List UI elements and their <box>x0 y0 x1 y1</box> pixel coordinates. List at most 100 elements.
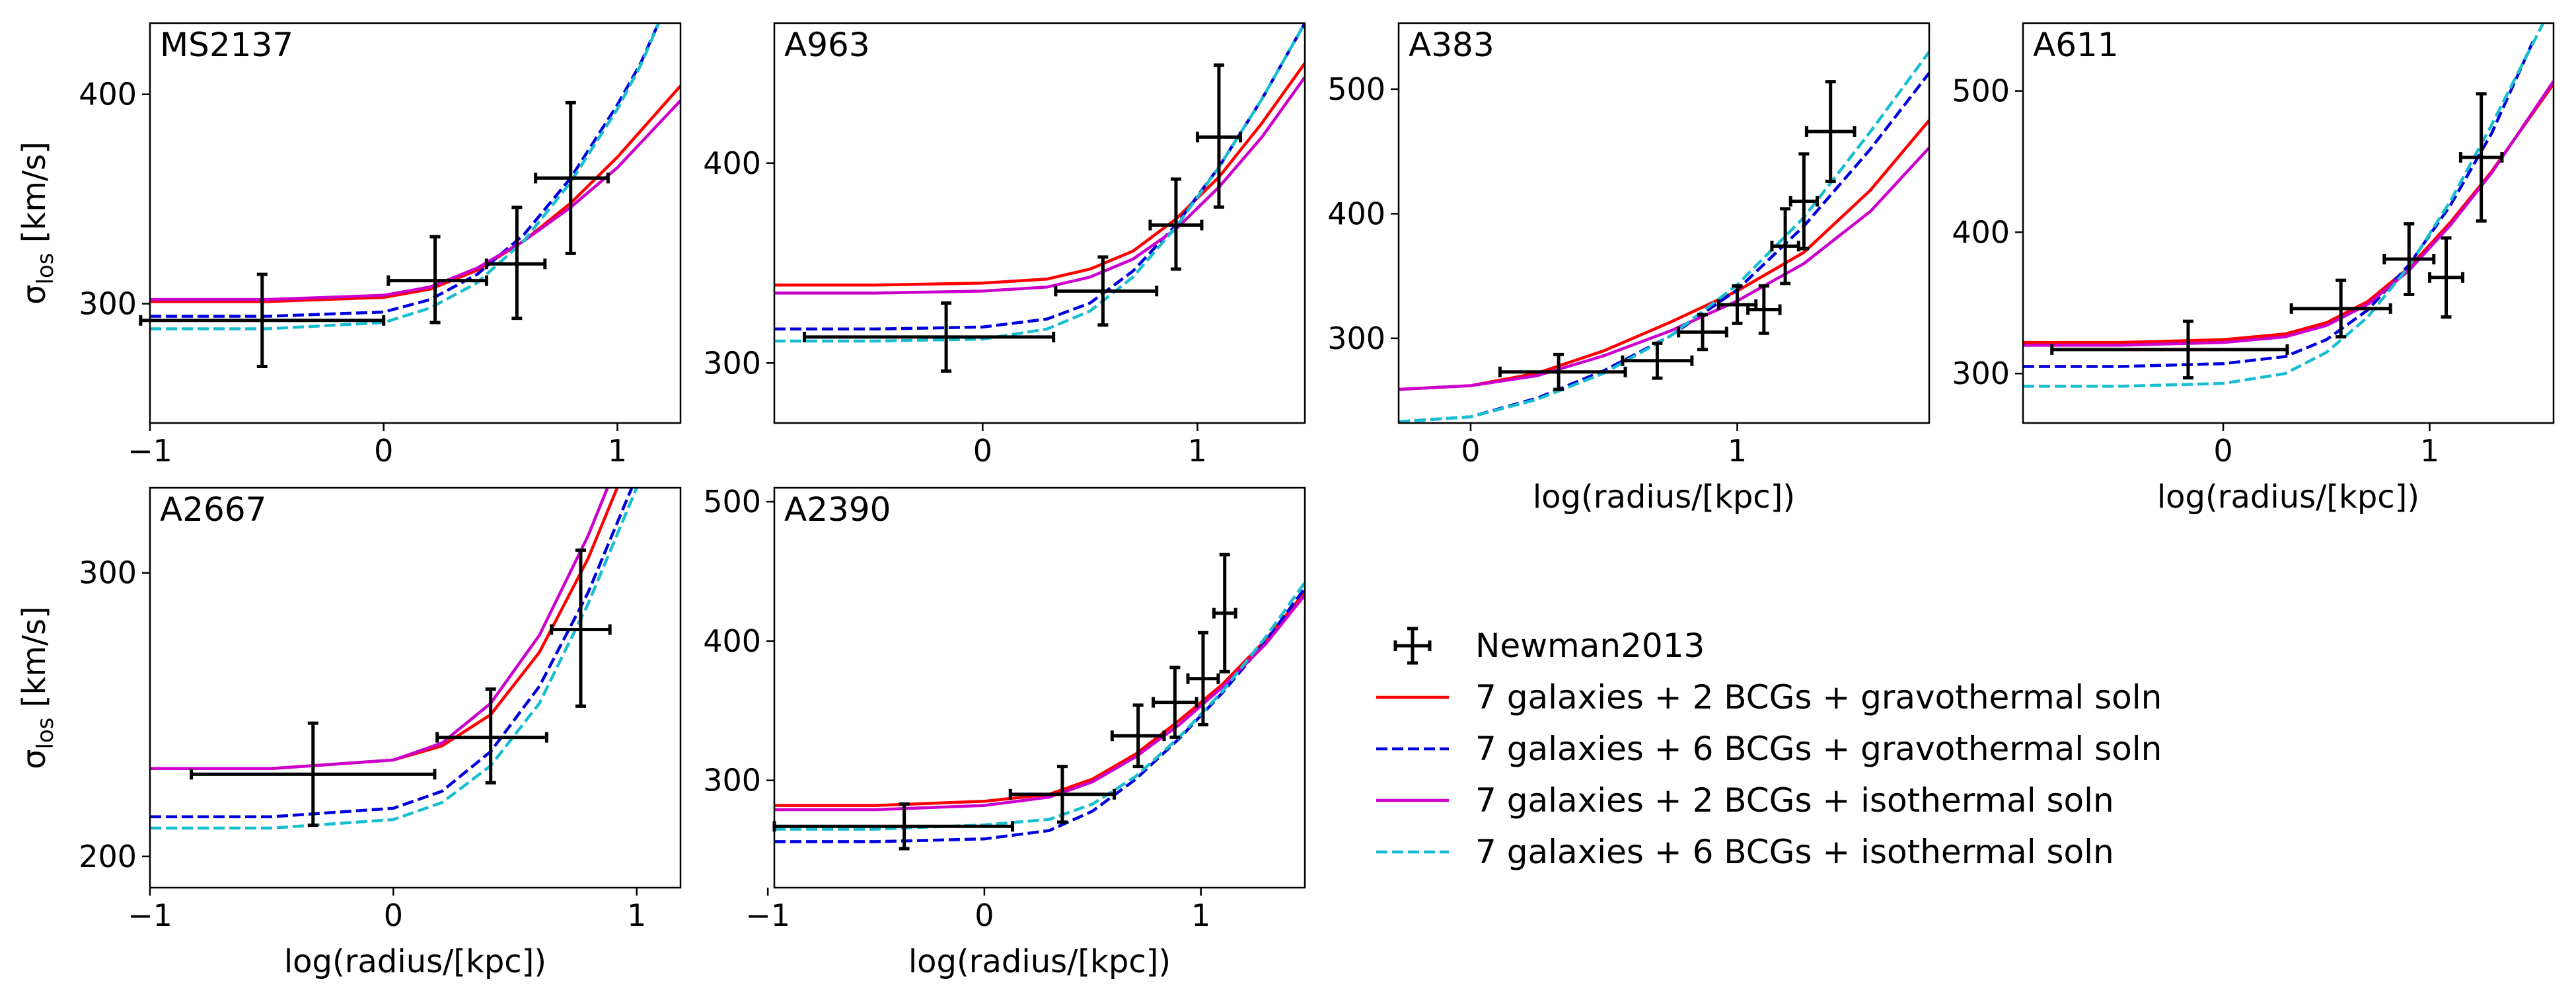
axes-frame <box>149 22 682 424</box>
legend-item-gt2: 7 galaxies + 2 BCGs + gravothermal soln <box>1376 678 2162 716</box>
data-point <box>1716 284 1758 325</box>
model-curves <box>2023 23 2554 388</box>
legend-label: Newman2013 <box>1475 627 1705 665</box>
y-label-sigma: σ <box>16 285 53 305</box>
y-tick-label: 400 <box>1952 214 2010 250</box>
x-tick-label: 0 <box>975 898 994 933</box>
data-point <box>2458 92 2504 223</box>
y-tick-label: 300 <box>1327 321 1385 356</box>
data-point <box>803 301 1056 373</box>
series-iso2 <box>150 488 609 771</box>
series-iso6 <box>150 488 638 830</box>
legend-item-iso2: 7 galaxies + 2 BCGs + isothermal soln <box>1376 781 2114 820</box>
y-tick-label: 500 <box>703 484 761 520</box>
series-iso2 <box>2023 80 2554 347</box>
data-point <box>1212 553 1237 674</box>
newman2013-points <box>803 63 1242 373</box>
y-tick-label: 300 <box>703 345 761 381</box>
y-tick-label: 400 <box>703 623 761 659</box>
series-gt2 <box>150 488 619 771</box>
panel-a383: 0 1 300 400 500 A383 log(radius/[kpc]) <box>1327 22 1931 516</box>
data-point <box>1804 80 1857 183</box>
x-tick-label: 1 <box>2420 433 2439 469</box>
panel-title: A2390 <box>784 490 891 529</box>
x-tick-label: 0 <box>374 433 393 469</box>
legend: Newman2013 7 galaxies + 2 BCGs + gravothe… <box>1376 627 2162 871</box>
data-point <box>2289 278 2392 339</box>
data-point <box>1152 666 1198 739</box>
y-tick-label: 500 <box>1952 73 2010 109</box>
legend-item-iso6: 7 galaxies + 6 BCGs + isothermal soln <box>1376 833 2114 871</box>
model-curves <box>150 488 638 830</box>
data-point <box>1746 284 1782 335</box>
newman2013-points <box>772 553 1237 851</box>
x-tick-label: −1 <box>128 898 172 933</box>
data-point <box>1110 703 1166 769</box>
panel-a963: 0 1 300 400 A963 <box>703 22 1306 469</box>
panel-a2667: −1 0 1 200 300 A2667 log(radius/[kpc]) σlos [km… <box>16 486 682 980</box>
data-point <box>2428 236 2465 319</box>
series-iso6 <box>2023 23 2545 388</box>
newman2013-points <box>2050 92 2504 380</box>
model-curves <box>1399 50 1929 423</box>
series-gt2 <box>150 85 681 303</box>
series-iso2 <box>774 76 1305 295</box>
x-axis-label: log(radius/[kpc]) <box>2157 479 2419 516</box>
series-gt6 <box>1399 72 1929 423</box>
data-point <box>1186 631 1220 726</box>
x-tick-label: 0 <box>384 898 403 933</box>
data-point <box>1788 152 1820 251</box>
panel-title: A383 <box>1409 26 1494 64</box>
data-point <box>1621 341 1694 380</box>
x-tick-label: 1 <box>627 898 646 933</box>
data-point <box>1498 352 1627 391</box>
y-tick-label: 300 <box>703 763 761 798</box>
axes-frame <box>149 486 682 889</box>
series-gt6 <box>774 23 1305 331</box>
y-tick-label: 400 <box>703 145 761 181</box>
x-tick-label: 0 <box>1461 433 1480 469</box>
y-axis-label: σlos [km/s] <box>16 141 59 305</box>
newman2013-points <box>1498 80 1857 391</box>
y-axis-label: σlos [km/s] <box>16 606 59 769</box>
series-gt2 <box>2023 83 2554 344</box>
series-gt6 <box>2023 40 2534 368</box>
data-point <box>2050 319 2289 380</box>
series-iso6 <box>774 581 1305 831</box>
data-point <box>2382 222 2436 296</box>
legend-label: 7 galaxies + 6 BCGs + gravothermal soln <box>1475 730 2162 768</box>
data-point <box>550 548 612 708</box>
y-tick-label: 300 <box>79 286 137 321</box>
legend-label: 7 galaxies + 6 BCGs + isothermal soln <box>1475 833 2114 871</box>
panel-title: MS2137 <box>160 26 293 64</box>
axes-frame <box>2022 22 2555 424</box>
panel-ms2137: −1 0 1 300 400 MS2137 σlos [km/s] <box>16 22 682 469</box>
panel-title: A2667 <box>160 490 266 529</box>
panel-a611: 0 1 300 400 500 A611 log(radius/[kpc]) <box>1952 22 2555 516</box>
newman2013-points <box>190 548 612 828</box>
x-tick-label: 1 <box>1191 898 1210 933</box>
data-point <box>1054 255 1159 327</box>
x-tick-label: −1 <box>745 898 790 933</box>
legend-item-gt6: 7 galaxies + 6 BCGs + gravothermal soln <box>1376 730 2162 768</box>
series-iso2 <box>1399 146 1929 391</box>
y-label-unit: [km/s] <box>16 141 53 252</box>
y-label-subscript: los <box>32 718 59 750</box>
series-iso6 <box>150 23 661 330</box>
y-tick-label: 200 <box>79 839 137 874</box>
data-point <box>772 802 1015 851</box>
x-tick-label: 1 <box>1188 433 1207 469</box>
x-tick-label: 0 <box>2213 433 2232 469</box>
y-label-unit: [km/s] <box>16 606 53 717</box>
axes-frame <box>773 486 1306 889</box>
data-point <box>1677 313 1728 352</box>
y-tick-label: 300 <box>79 555 137 591</box>
x-axis-label: log(radius/[kpc]) <box>1533 479 1795 516</box>
legend-label: 7 galaxies + 2 BCGs + isothermal soln <box>1475 781 2114 820</box>
model-curves <box>150 23 681 330</box>
panel-a2390: −1 0 1 300 400 500 A2390 log(radius/[kpc]) <box>703 484 1306 980</box>
y-tick-label: 500 <box>1327 71 1385 107</box>
data-point <box>1148 177 1204 271</box>
data-point <box>484 206 547 321</box>
